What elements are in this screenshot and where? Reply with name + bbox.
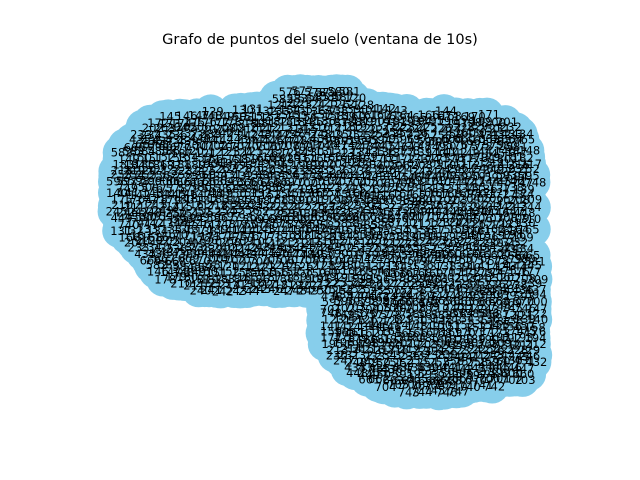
node-label: 703 [514,373,536,387]
node-label: 747 [447,384,469,398]
chart-title: Grafo de puntos del suelo (ventana de 10… [162,32,478,48]
labels-layer: 5765775785795805815825835845855865871201… [106,84,549,399]
nodes-layer [97,74,553,411]
node-label: 742 [483,380,505,394]
